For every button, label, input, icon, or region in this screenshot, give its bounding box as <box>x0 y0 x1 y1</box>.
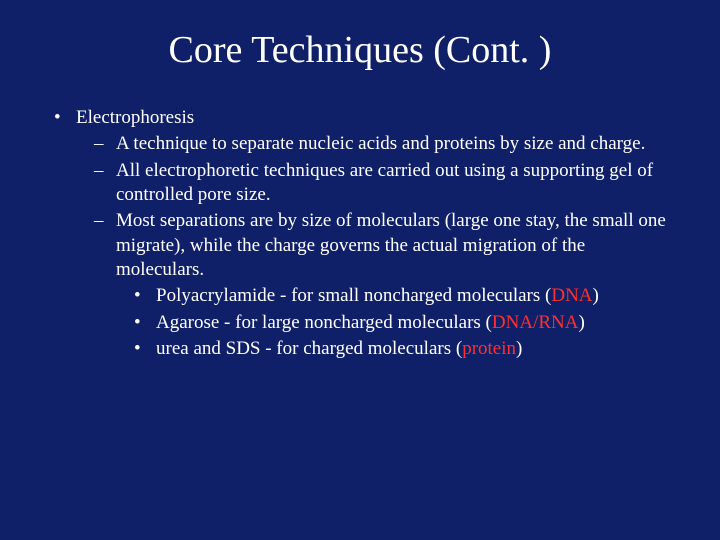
text-run: ) <box>593 285 599 306</box>
highlight-text: DNA/RNA <box>492 312 579 333</box>
slide-title: Core Techniques (Cont. ) <box>48 28 672 72</box>
bullet-level1: Electrophoresis <box>48 106 672 130</box>
text-run: Agarose - for large noncharged molecular… <box>156 312 492 333</box>
text-run: ) <box>578 312 584 333</box>
highlight-text: protein <box>462 338 516 359</box>
slide-body: Electrophoresis A technique to separate … <box>48 106 672 361</box>
bullet-level3: urea and SDS - for charged moleculars (p… <box>48 337 672 361</box>
bullet-level3: Agarose - for large noncharged molecular… <box>48 311 672 335</box>
bullet-level3: Polyacrylamide - for small noncharged mo… <box>48 284 672 308</box>
highlight-text: DNA <box>551 285 592 306</box>
text-run: ) <box>516 338 522 359</box>
bullet-level2: All electrophoretic techniques are carri… <box>48 159 672 208</box>
text-run: urea and SDS - for charged moleculars ( <box>156 338 462 359</box>
bullet-level2: Most separations are by size of molecula… <box>48 209 672 282</box>
slide: Core Techniques (Cont. ) Electrophoresis… <box>0 0 720 540</box>
text-run: Polyacrylamide - for small noncharged mo… <box>156 285 551 306</box>
bullet-level2: A technique to separate nucleic acids an… <box>48 132 672 156</box>
